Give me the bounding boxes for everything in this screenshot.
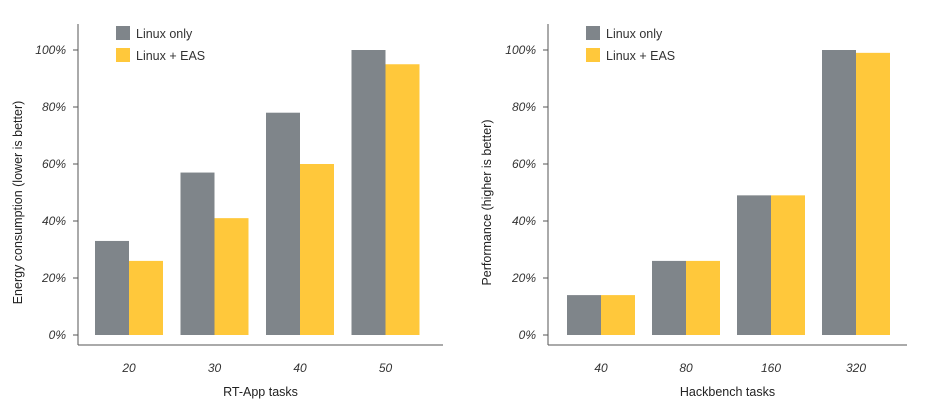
bar-linux-only xyxy=(737,195,771,335)
y-tick-label: 20% xyxy=(41,271,66,285)
bar-linux-eas xyxy=(686,260,720,335)
legend-label: Linux only xyxy=(606,27,663,41)
x-axis-title: RT-App tasks xyxy=(223,385,298,399)
bar-linux-eas xyxy=(601,295,635,335)
bar-linux-only xyxy=(822,50,856,335)
y-axis-title: Performance (higher is better) xyxy=(480,119,494,285)
y-tick-label: 0% xyxy=(49,328,67,342)
bar-linux-eas xyxy=(129,260,163,335)
y-axis-title: Energy consumption (lower is better) xyxy=(11,101,25,305)
y-tick-label: 60% xyxy=(512,157,536,171)
y-tick-label: 40% xyxy=(42,214,66,228)
legend-swatch xyxy=(586,48,600,62)
legend-swatch xyxy=(586,26,600,40)
y-tick-label: 60% xyxy=(42,157,66,171)
y-tick-label: 20% xyxy=(511,271,536,285)
bar-linux-only xyxy=(351,50,386,335)
x-tick-label: 80 xyxy=(679,361,693,375)
legend-label: Linux + EAS xyxy=(606,49,675,63)
bar-linux-eas xyxy=(385,64,420,335)
legend-swatch xyxy=(116,26,130,40)
bar-linux-eas xyxy=(300,164,334,335)
legend-label: Linux only xyxy=(136,27,193,41)
x-tick-label: 320 xyxy=(846,361,866,375)
x-tick-label: 30 xyxy=(208,361,222,375)
x-tick-label: 50 xyxy=(379,361,393,375)
bar-linux-only xyxy=(266,112,300,335)
y-tick-label: 80% xyxy=(42,100,66,114)
bar-linux-eas xyxy=(771,195,805,335)
y-tick-label: 40% xyxy=(512,214,536,228)
y-tick-label: 80% xyxy=(512,100,536,114)
chart-1: 0% 20% 40% 60% 80% 100% 20 30 40 50 RT-App tasks En… xyxy=(11,24,443,399)
chart-2: 0% 20% 40% 60% 80% 100% 40 80 160 320 Hackbench ta… xyxy=(480,24,907,399)
x-axis-title: Hackbench tasks xyxy=(680,385,775,399)
bar-linux-eas xyxy=(856,52,890,335)
bar-linux-only xyxy=(652,260,686,335)
legend-swatch xyxy=(116,48,130,62)
bar-linux-only xyxy=(180,172,215,335)
y-tick-label: 100% xyxy=(35,43,66,57)
x-tick-label: 40 xyxy=(594,361,608,375)
x-tick-label: 160 xyxy=(761,361,781,375)
y-tick-label: 0% xyxy=(519,328,537,342)
y-tick-label: 100% xyxy=(505,43,536,57)
legend-label: Linux + EAS xyxy=(136,49,205,63)
x-tick-label: 20 xyxy=(121,361,136,375)
bar-linux-only xyxy=(567,295,601,335)
x-tick-label: 40 xyxy=(293,361,307,375)
bar-linux-only xyxy=(95,240,129,335)
bar-linux-eas xyxy=(214,218,249,335)
